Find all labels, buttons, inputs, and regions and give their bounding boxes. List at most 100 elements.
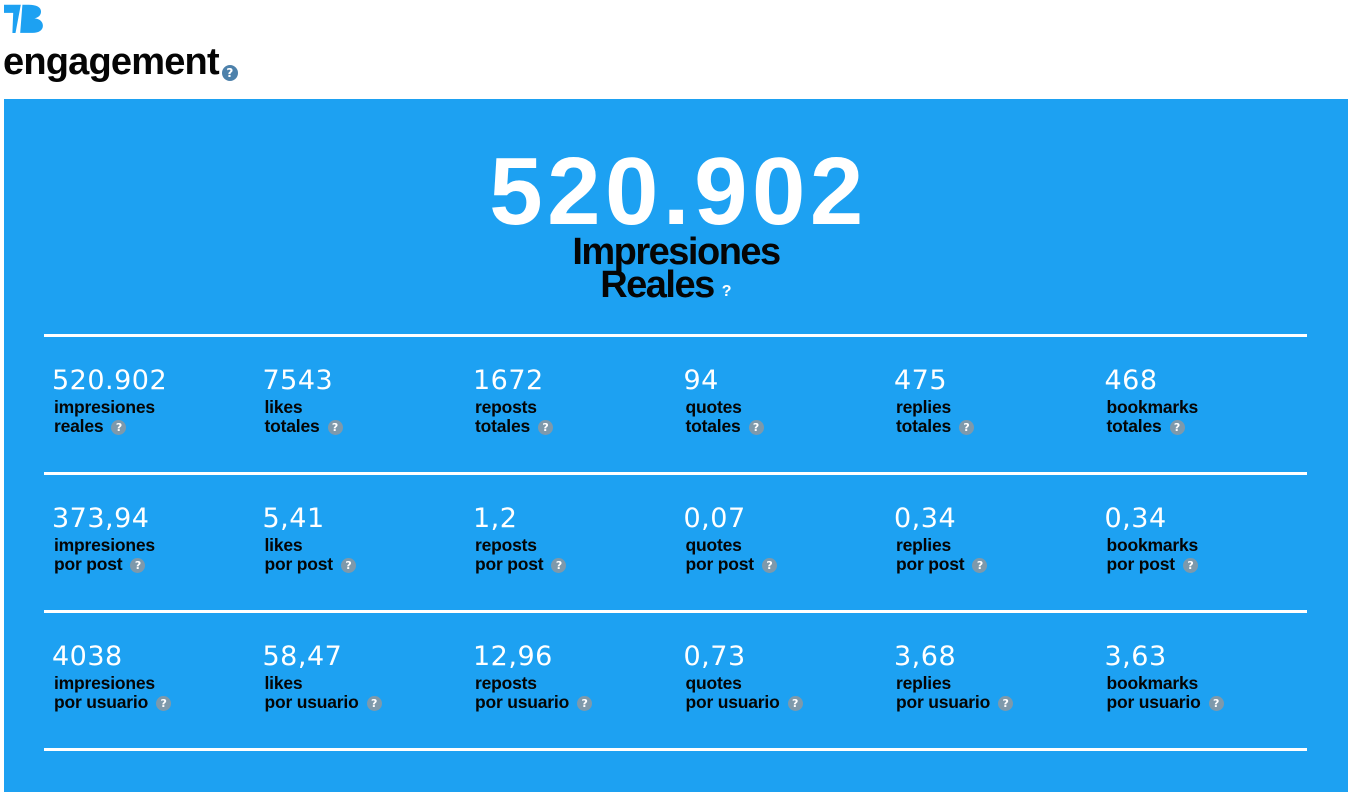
metric-label-line2: por post	[264, 554, 334, 574]
metric-label-line1: reposts	[475, 397, 537, 417]
help-icon[interactable]: ?	[130, 558, 146, 573]
metric-label-line1: replies	[896, 535, 952, 555]
metric-value: 520.902	[52, 365, 168, 396]
metric-label-line2: totales	[685, 416, 741, 436]
metric-label: bookmarks totales?	[1107, 398, 1308, 436]
page-title: engagement	[3, 41, 220, 83]
metric-label: impresiones por usuario?	[54, 674, 255, 712]
metric-value: 3,63	[1104, 641, 1167, 672]
metrics-grid: 520.902 impresiones reales? 7543 likes tot…	[44, 334, 1307, 751]
help-icon[interactable]: ?	[787, 696, 803, 711]
metric-impresiones-por-usuario: 4038 impresiones por usuario?	[44, 613, 255, 748]
help-icon[interactable]: ?	[577, 696, 593, 711]
help-icon[interactable]: ?	[327, 420, 343, 435]
metric-quotes-totales: 94 quotes totales?	[676, 337, 887, 472]
metric-label: likes por post?	[265, 536, 466, 574]
metric-label: likes totales?	[265, 398, 466, 436]
metric-reposts-por-post: 1,2 reposts por post?	[465, 475, 676, 610]
metric-label-line1: replies	[896, 397, 952, 417]
metric-value: 0,34	[894, 503, 957, 534]
metric-label-line2: por usuario	[685, 692, 780, 712]
metrics-row-per-user: 4038 impresiones por usuario? 58,47 likes…	[44, 610, 1307, 748]
metric-replies-por-post: 0,34 replies por post?	[886, 475, 1097, 610]
help-icon[interactable]: ?	[721, 283, 732, 300]
metric-label-line2: por usuario	[475, 692, 570, 712]
metric-label-line2: por usuario	[896, 692, 991, 712]
help-icon[interactable]: ?	[998, 696, 1014, 711]
metrics-row-per-post: 373,94 impresiones por post? 5,41 likes po…	[44, 472, 1307, 610]
help-icon[interactable]: ?	[959, 420, 975, 435]
metric-label: quotes totales?	[686, 398, 887, 436]
help-icon[interactable]: ?	[1208, 696, 1224, 711]
metric-label: replies por usuario?	[896, 674, 1097, 712]
metric-label-line2: por post	[54, 554, 123, 574]
hero-label-line1: Impresiones	[572, 231, 781, 273]
metric-impresiones-por-post: 373,94 impresiones por post?	[44, 475, 255, 610]
metric-label: likes por usuario?	[265, 674, 466, 712]
logo-b-shape	[20, 4, 43, 33]
metric-replies-totales: 475 replies totales?	[886, 337, 1097, 472]
metric-value: 58,47	[262, 641, 343, 672]
metric-quotes-por-post: 0,07 quotes por post?	[676, 475, 887, 610]
metric-label-line2: reales	[54, 416, 104, 436]
metric-label: bookmarks por post?	[1107, 536, 1308, 574]
hero-section: 520.902 Impresiones Reales?	[4, 99, 1348, 334]
metric-label-line1: reposts	[475, 673, 537, 693]
metric-label-line2: por post	[896, 554, 965, 574]
metric-value: 94	[683, 365, 719, 396]
metric-reposts-por-usuario: 12,96 reposts por usuario?	[465, 613, 676, 748]
hero-label-line2: Reales	[600, 264, 715, 306]
help-icon[interactable]: ?	[748, 420, 764, 435]
metric-label-line1: quotes	[685, 397, 742, 417]
hero-value: 520.902	[489, 138, 868, 245]
metric-label: quotes por usuario?	[686, 674, 887, 712]
metric-value: 0,34	[1104, 503, 1167, 534]
help-icon[interactable]: ?	[1169, 420, 1185, 435]
metric-label: replies totales?	[896, 398, 1097, 436]
metric-value: 0,73	[683, 641, 746, 672]
help-icon[interactable]: ?	[972, 558, 988, 573]
metric-label: replies por post?	[896, 536, 1097, 574]
metric-label-line1: quotes	[685, 535, 742, 555]
metric-label-line2: por usuario	[1106, 692, 1201, 712]
metric-label-line2: por usuario	[264, 692, 359, 712]
help-icon[interactable]: ?	[340, 558, 356, 573]
metric-label: impresiones por post?	[54, 536, 255, 574]
metric-label: bookmarks por usuario?	[1107, 674, 1308, 712]
metric-value: 373,94	[52, 503, 150, 534]
metric-value: 12,96	[473, 641, 553, 672]
metric-label-line1: likes	[264, 535, 303, 555]
metric-value: 5,41	[262, 503, 325, 534]
metric-label-line1: impresiones	[54, 535, 155, 555]
metric-value: 3,68	[894, 641, 957, 672]
tweet-binder-logo[interactable]	[0, 0, 47, 38]
metric-label-line2: totales	[1106, 416, 1162, 436]
metric-label-line1: replies	[896, 673, 952, 693]
metric-replies-por-usuario: 3,68 replies por usuario?	[886, 613, 1097, 748]
metric-label-line2: totales	[475, 416, 531, 436]
help-icon[interactable]: ?	[366, 696, 382, 711]
metric-label-line2: totales	[264, 416, 320, 436]
help-icon[interactable]: ?	[551, 558, 567, 573]
help-icon[interactable]: ?	[538, 420, 554, 435]
help-icon[interactable]: ?	[221, 65, 238, 81]
help-icon[interactable]: ?	[761, 558, 777, 573]
metric-label-line1: likes	[264, 397, 303, 417]
metric-value: 4038	[52, 641, 123, 672]
hero-label: Impresiones Reales?	[4, 233, 1348, 308]
help-icon[interactable]: ?	[111, 420, 127, 435]
metric-bookmarks-por-post: 0,34 bookmarks por post?	[1097, 475, 1308, 610]
metric-label-line2: por usuario	[54, 692, 149, 712]
help-icon[interactable]: ?	[156, 696, 172, 711]
metric-reposts-totales: 1672 reposts totales?	[465, 337, 676, 472]
help-icon[interactable]: ?	[1182, 558, 1198, 573]
metric-label: reposts totales?	[475, 398, 676, 436]
metric-label-line1: bookmarks	[1106, 535, 1199, 555]
metric-label-line2: por post	[685, 554, 755, 574]
metric-label: reposts por usuario?	[475, 674, 676, 712]
metric-label-line1: reposts	[475, 535, 537, 555]
metric-label: reposts por post?	[475, 536, 676, 574]
logo-t-shape	[4, 4, 21, 34]
metric-label: quotes por post?	[686, 536, 887, 574]
metric-label-line2: por post	[1106, 554, 1176, 574]
